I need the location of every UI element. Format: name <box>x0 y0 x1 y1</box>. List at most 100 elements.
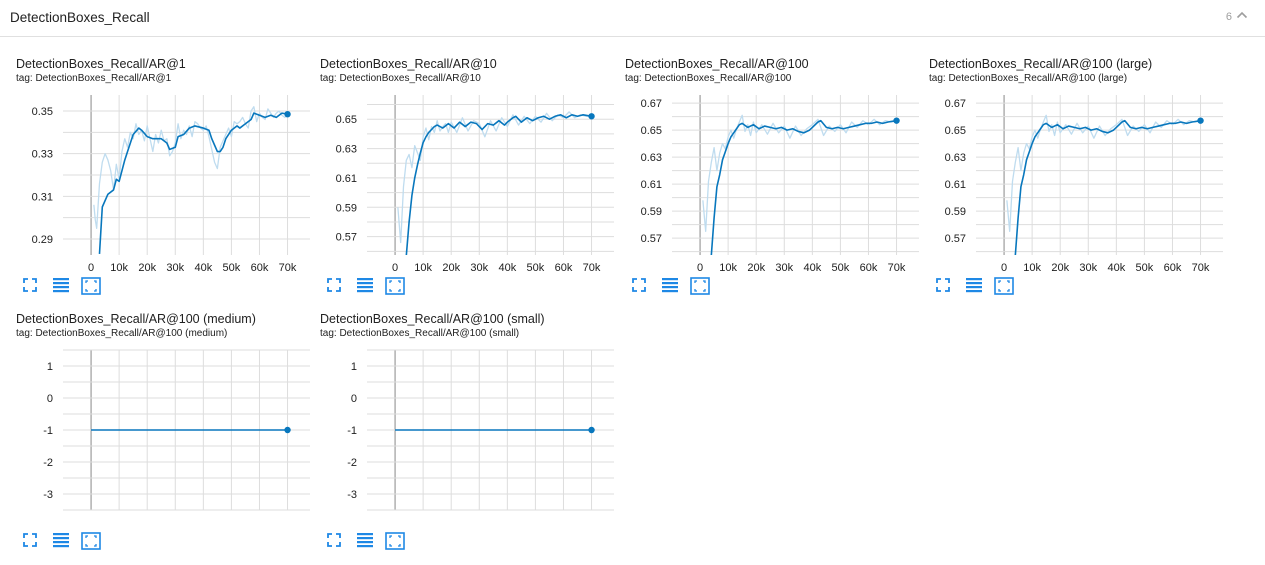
smoothed-series-line <box>98 112 288 254</box>
x-tick-label: 0 <box>1001 262 1007 274</box>
y-tick-label: 0.29 <box>32 234 53 246</box>
raw-series-line <box>1006 114 1201 233</box>
line-chart[interactable]: 0.29 0.31 0.33 0.35 0 10k 20k 30k 40k 50k 60k 70k <box>16 85 316 281</box>
line-chart[interactable]: -3 -2 -1 0 1 <box>16 340 316 536</box>
x-tick-label: 0 <box>392 262 398 274</box>
y-tick-label: 0.33 <box>32 149 53 161</box>
y-tick-label: -3 <box>43 489 53 501</box>
toggle-log-scale-icon[interactable] <box>52 277 72 295</box>
chart-card: DetectionBoxes_Recall/AR@10 tag: Detectio… <box>320 57 620 307</box>
fullscreen-icon[interactable] <box>22 532 42 550</box>
fullscreen-icon[interactable] <box>326 532 346 550</box>
fit-domain-icon[interactable] <box>81 277 101 295</box>
y-tick-label: -2 <box>347 457 357 469</box>
fit-domain-icon[interactable] <box>385 277 405 295</box>
chart-tag: tag: DetectionBoxes_Recall/AR@100 (small… <box>320 328 520 339</box>
x-tick-label: 50k <box>527 262 545 274</box>
fullscreen-icon[interactable] <box>631 277 651 295</box>
y-tick-label: 0.67 <box>641 98 662 110</box>
chart-tag: tag: DetectionBoxes_Recall/AR@100 (large… <box>929 73 1128 84</box>
chart-tag: tag: DetectionBoxes_Recall/AR@1 <box>16 73 172 84</box>
x-tick-label: 10k <box>110 262 128 274</box>
y-tick-label: 0.65 <box>641 125 662 137</box>
x-tick-label: 70k <box>1192 262 1210 274</box>
fit-domain-icon[interactable] <box>81 532 101 550</box>
y-tick-label: 0.59 <box>641 206 662 218</box>
y-tick-label: 0.57 <box>641 233 662 245</box>
x-tick-label: 40k <box>803 262 821 274</box>
section-title: DetectionBoxes_Recall <box>10 10 150 25</box>
fullscreen-icon[interactable] <box>326 277 346 295</box>
last-point-marker <box>893 117 900 124</box>
x-tick-label: 50k <box>832 262 850 274</box>
last-point-marker <box>588 426 595 434</box>
x-tick-label: 50k <box>223 262 241 274</box>
x-tick-label: 20k <box>138 262 156 274</box>
chevron-up-icon[interactable] <box>1235 8 1249 22</box>
chart-toolbar <box>326 532 436 552</box>
toggle-log-scale-icon[interactable] <box>965 277 985 295</box>
x-tick-label: 10k <box>414 262 432 274</box>
chart-title: DetectionBoxes_Recall/AR@100 (medium) <box>16 312 256 326</box>
x-tick-label: 30k <box>1079 262 1097 274</box>
y-tick-label: 0 <box>47 393 53 405</box>
line-chart[interactable]: 0.57 0.59 0.61 0.63 0.65 0 10k 20k 30k 40k 50k 60k 7… <box>320 85 620 281</box>
chart-toolbar <box>935 277 1045 297</box>
y-tick-label: 0.31 <box>32 191 53 203</box>
chart-card: DetectionBoxes_Recall/AR@1 tag: Detection… <box>16 57 316 307</box>
chart-title: DetectionBoxes_Recall/AR@1 <box>16 57 186 71</box>
last-point-marker <box>1197 117 1204 124</box>
chart-toolbar <box>22 277 132 297</box>
x-tick-label: 0 <box>697 262 703 274</box>
chart-title: DetectionBoxes_Recall/AR@100 <box>625 57 809 71</box>
y-tick-label: 1 <box>351 361 357 373</box>
raw-series-line <box>702 114 897 233</box>
y-tick-label: 0.65 <box>945 125 966 137</box>
x-tick-label: 60k <box>251 262 269 274</box>
fullscreen-icon[interactable] <box>935 277 955 295</box>
fit-domain-icon[interactable] <box>994 277 1014 295</box>
chart-card: DetectionBoxes_Recall/AR@100 (large) tag:… <box>929 57 1229 307</box>
x-tick-label: 60k <box>1164 262 1182 274</box>
x-tick-label: 40k <box>498 262 516 274</box>
chart-toolbar <box>631 277 741 297</box>
x-tick-label: 30k <box>470 262 488 274</box>
smoothed-series-line <box>1014 119 1201 255</box>
y-tick-label: 0.57 <box>945 233 966 245</box>
y-tick-label: 0.65 <box>336 114 357 126</box>
fit-domain-icon[interactable] <box>690 277 710 295</box>
toggle-log-scale-icon[interactable] <box>356 532 376 550</box>
line-chart[interactable]: -3 -2 -1 0 1 <box>320 340 620 536</box>
toggle-log-scale-icon[interactable] <box>661 277 681 295</box>
section-count: 6 <box>1225 11 1232 23</box>
x-tick-label: 70k <box>279 262 297 274</box>
y-tick-label: -1 <box>347 425 357 437</box>
toggle-log-scale-icon[interactable] <box>52 532 72 550</box>
chart-title: DetectionBoxes_Recall/AR@100 (large) <box>929 57 1153 71</box>
chart-toolbar <box>326 277 436 297</box>
y-tick-label: 0.63 <box>641 152 662 164</box>
raw-series-line <box>93 106 289 229</box>
line-chart[interactable]: 0.57 0.59 0.61 0.63 0.65 0.67 0 10k 20k 30k 40k 50k… <box>625 85 925 281</box>
y-tick-label: 0.57 <box>336 232 357 244</box>
x-tick-label: 60k <box>555 262 573 274</box>
chart-tag: tag: DetectionBoxes_Recall/AR@10 <box>320 73 481 84</box>
x-tick-label: 20k <box>442 262 460 274</box>
toggle-log-scale-icon[interactable] <box>356 277 376 295</box>
chart-card: DetectionBoxes_Recall/AR@100 tag: Detecti… <box>625 57 925 307</box>
fit-domain-icon[interactable] <box>385 532 405 550</box>
x-tick-label: 70k <box>583 262 601 274</box>
x-tick-label: 0 <box>88 262 94 274</box>
chart-card: DetectionBoxes_Recall/AR@100 (small) tag:… <box>320 312 620 562</box>
y-tick-label: 0.59 <box>945 206 966 218</box>
fullscreen-icon[interactable] <box>22 277 42 295</box>
x-tick-label: 30k <box>166 262 184 274</box>
x-tick-label: 10k <box>719 262 737 274</box>
line-chart[interactable]: 0.57 0.59 0.61 0.63 0.65 0.67 0 10k 20k 30k 40k 50k… <box>929 85 1229 281</box>
y-tick-label: -2 <box>43 457 53 469</box>
y-tick-label: 0.61 <box>641 179 662 191</box>
last-point-marker <box>284 426 291 434</box>
section-header: DetectionBoxes_Recall 6 <box>0 0 1265 37</box>
chart-title: DetectionBoxes_Recall/AR@10 <box>320 57 497 71</box>
x-tick-label: 10k <box>1023 262 1041 274</box>
